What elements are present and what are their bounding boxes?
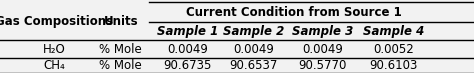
Text: 90.6537: 90.6537 xyxy=(229,59,278,72)
Text: Sample 4: Sample 4 xyxy=(363,25,424,38)
Text: Sample 1: Sample 1 xyxy=(156,25,218,38)
Text: Sample 3: Sample 3 xyxy=(292,25,353,38)
Text: Current Condition from Source 1: Current Condition from Source 1 xyxy=(186,6,402,19)
Text: CH₄: CH₄ xyxy=(44,59,65,72)
Text: Units: Units xyxy=(103,15,138,28)
Text: % Mole: % Mole xyxy=(100,43,142,56)
Text: 90.5770: 90.5770 xyxy=(298,59,346,72)
Text: H₂O: H₂O xyxy=(43,43,66,56)
Text: 0.0052: 0.0052 xyxy=(373,43,414,56)
Text: 0.0049: 0.0049 xyxy=(302,43,343,56)
Text: Sample 2: Sample 2 xyxy=(223,25,284,38)
Text: 90.6735: 90.6735 xyxy=(163,59,211,72)
Text: 0.0049: 0.0049 xyxy=(167,43,208,56)
Text: % Mole: % Mole xyxy=(100,59,142,72)
Text: Gas Compositions: Gas Compositions xyxy=(0,15,114,28)
Text: 90.6103: 90.6103 xyxy=(369,59,418,72)
Text: 0.0049: 0.0049 xyxy=(233,43,274,56)
